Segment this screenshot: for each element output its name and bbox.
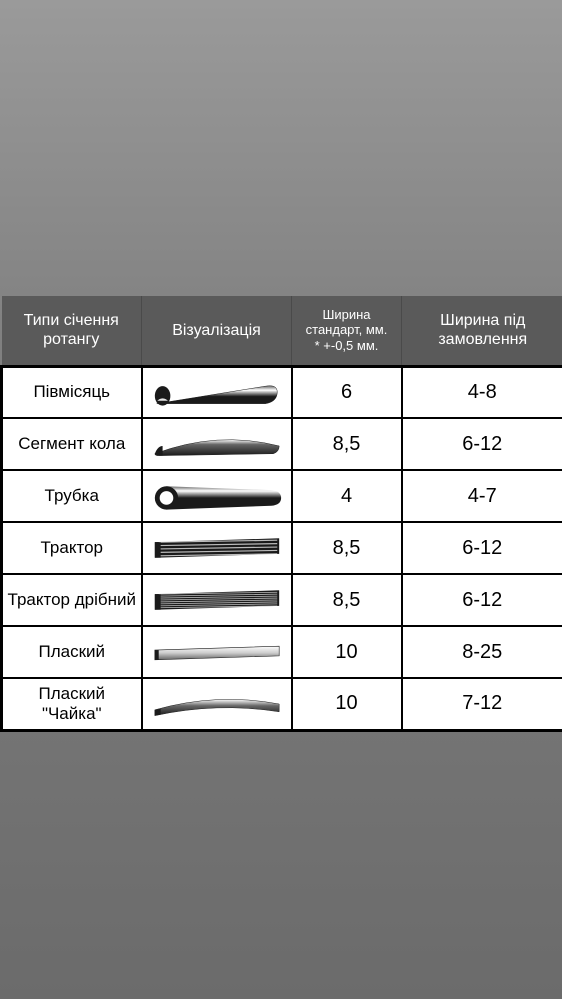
profile-visualization — [142, 418, 292, 470]
profiles-table: Типи січенняротангу Візуалізація Ширинас… — [0, 296, 562, 732]
rattan-profiles-table: Типи січенняротангу Візуалізація Ширинас… — [0, 296, 562, 732]
profile-name: Півмісяць — [2, 366, 142, 418]
col-header-type: Типи січенняротангу — [2, 296, 142, 366]
profile-visualization — [142, 574, 292, 626]
std-width-value: 6 — [292, 366, 402, 418]
profile-name: Трубка — [2, 470, 142, 522]
order-width-value: 4-8 — [402, 366, 562, 418]
profile-visualization — [142, 678, 292, 730]
top-spacer — [0, 0, 562, 296]
std-width-value: 8,5 — [292, 418, 402, 470]
profile-visualization — [142, 366, 292, 418]
order-width-value: 6-12 — [402, 418, 562, 470]
profile-visualization — [142, 470, 292, 522]
std-width-value: 4 — [292, 470, 402, 522]
profile-visualization — [142, 522, 292, 574]
table-row: Трактор 8,56-12 — [2, 522, 562, 574]
table-row: Півмісяць 64-8 — [2, 366, 562, 418]
profile-name: Плаский — [2, 626, 142, 678]
profile-name: Плаский "Чайка" — [2, 678, 142, 730]
std-width-value: 10 — [292, 626, 402, 678]
profile-name: Сегмент кола — [2, 418, 142, 470]
table-row: Плаский 108-25 — [2, 626, 562, 678]
table-row: Сегмент кола 8,56-12 — [2, 418, 562, 470]
order-width-value: 6-12 — [402, 522, 562, 574]
profile-visualization — [142, 626, 292, 678]
std-width-value: 8,5 — [292, 522, 402, 574]
order-width-value: 4-7 — [402, 470, 562, 522]
col-header-std-width: Ширинастандарт, мм.* +-0,5 мм. — [292, 296, 402, 366]
col-header-visualization: Візуалізація — [142, 296, 292, 366]
order-width-value: 6-12 — [402, 574, 562, 626]
profile-name: Трактор — [2, 522, 142, 574]
order-width-value: 7-12 — [402, 678, 562, 730]
table-header: Типи січенняротангу Візуалізація Ширинас… — [2, 296, 562, 366]
table-row: Трактор дрібний 8,56-12 — [2, 574, 562, 626]
order-width-value: 8-25 — [402, 626, 562, 678]
table-body: Півмісяць 64-8Сегмент кола 8,56-12Трубка… — [2, 366, 562, 730]
std-width-value: 10 — [292, 678, 402, 730]
table-row: Плаский "Чайка" 107-12 — [2, 678, 562, 730]
col-header-order-width: Ширина під замовлення — [402, 296, 562, 366]
profile-name: Трактор дрібний — [2, 574, 142, 626]
table-row: Трубка 44-7 — [2, 470, 562, 522]
std-width-value: 8,5 — [292, 574, 402, 626]
